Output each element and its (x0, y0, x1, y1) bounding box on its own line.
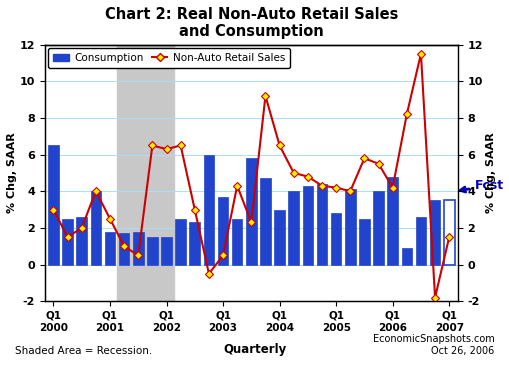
Text: Quarterly: Quarterly (223, 343, 286, 356)
Bar (245, 158, 256, 265)
Bar (91, 191, 101, 265)
Bar (316, 184, 327, 265)
Bar (76, 217, 87, 265)
Bar (48, 145, 59, 265)
Bar (288, 191, 298, 265)
Bar (62, 219, 73, 265)
Bar (217, 197, 228, 265)
Text: EconomicSnapshots.com
Oct 26, 2006: EconomicSnapshots.com Oct 26, 2006 (372, 334, 494, 356)
Y-axis label: % Chg, SAAR: % Chg, SAAR (7, 132, 17, 213)
Bar (429, 200, 439, 265)
Bar (344, 189, 355, 265)
Bar (133, 231, 143, 265)
Bar (161, 237, 172, 265)
Bar (330, 213, 341, 265)
Bar (358, 219, 369, 265)
Text: Fcst: Fcst (460, 179, 503, 192)
Bar (147, 237, 157, 265)
Y-axis label: % Chg, SAAR: % Chg, SAAR (485, 132, 495, 213)
Bar (302, 186, 313, 265)
Bar (260, 178, 270, 265)
Text: Shaded Area = Recession.: Shaded Area = Recession. (15, 346, 152, 356)
Bar (203, 155, 214, 265)
Bar (189, 222, 200, 265)
Bar (443, 200, 454, 265)
Bar (387, 177, 397, 265)
Bar (415, 217, 426, 265)
Legend: Consumption, Non-Auto Retail Sales: Consumption, Non-Auto Retail Sales (48, 48, 290, 68)
Bar (232, 219, 242, 265)
Title: Chart 2: Real Non-Auto Retail Sales
and Consumption: Chart 2: Real Non-Auto Retail Sales and … (104, 7, 397, 39)
Bar (373, 191, 383, 265)
Bar (119, 233, 129, 265)
Bar (104, 231, 115, 265)
Bar (117, 45, 173, 301)
Bar (175, 219, 186, 265)
Bar (274, 210, 285, 265)
Bar (401, 248, 411, 265)
